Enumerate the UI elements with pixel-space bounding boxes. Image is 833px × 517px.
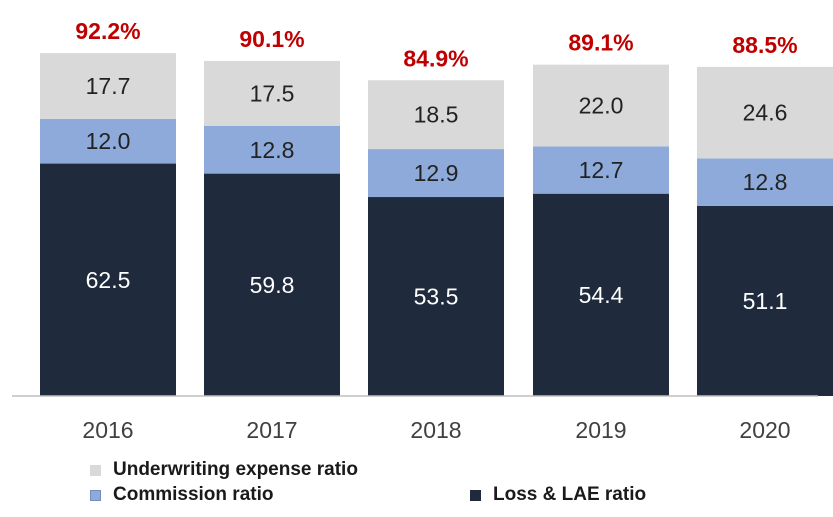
bar-segment-loss-lae-ratio-2016 — [40, 163, 176, 396]
data-label: 62.5 — [86, 267, 131, 293]
bar-segment-loss-lae-ratio-2018 — [368, 197, 504, 396]
total-label: 84.9% — [403, 45, 468, 71]
legend-swatch-commission — [90, 489, 101, 501]
x-tick-label: 2016 — [82, 417, 133, 443]
legend-item-loss-lae-ratio: Loss & LAE ratio — [470, 484, 646, 506]
data-label: 22.0 — [579, 93, 624, 119]
total-label: 92.2% — [75, 18, 140, 44]
data-label: 12.9 — [414, 160, 459, 186]
data-label: 51.1 — [743, 288, 788, 314]
legend-item-underwriting-expense-ratio: Underwriting expense ratio — [90, 459, 358, 481]
bar-segment-loss-lae-ratio-2020 — [697, 205, 833, 396]
legend-label: Underwriting expense ratio — [113, 459, 358, 480]
legend-swatch-loss-lae — [470, 489, 481, 501]
bar-segment-commission-ratio-2018 — [368, 149, 504, 198]
data-label: 12.7 — [579, 157, 624, 183]
bar-segment-underwriting-expense-ratio-2019 — [533, 64, 669, 147]
x-tick-label: 2018 — [410, 417, 461, 443]
data-label: 17.5 — [250, 80, 295, 106]
x-tick-label: 2019 — [575, 417, 626, 443]
legend-label: Commission ratio — [113, 484, 274, 505]
bar-segment-underwriting-expense-ratio-2016 — [40, 53, 176, 119]
data-label: 17.7 — [86, 73, 131, 99]
data-label: 12.0 — [86, 128, 131, 154]
data-label: 59.8 — [250, 272, 295, 298]
total-labels: 92.2% 90.1% 84.9% 89.1% 88.5% — [75, 18, 797, 71]
bar-segment-underwriting-expense-ratio-2018 — [368, 80, 504, 150]
data-label: 12.8 — [743, 169, 788, 195]
data-label: 53.5 — [414, 284, 459, 310]
total-label: 88.5% — [732, 32, 797, 58]
total-label: 89.1% — [568, 30, 633, 56]
bar-segment-loss-lae-ratio-2017 — [204, 173, 340, 396]
bar-segment-commission-ratio-2020 — [697, 158, 833, 206]
data-label: 18.5 — [414, 102, 459, 128]
x-tick-label: 2017 — [246, 417, 297, 443]
bar-segment-commission-ratio-2016 — [40, 118, 176, 164]
bar-segment-underwriting-expense-ratio-2017 — [204, 60, 340, 126]
bar-segment-commission-ratio-2019 — [533, 146, 669, 194]
bar-segment-commission-ratio-2017 — [204, 126, 340, 174]
legend-label: Loss & LAE ratio — [493, 484, 647, 505]
x-tick-label: 2020 — [739, 417, 790, 443]
bar-segment-loss-lae-ratio-2019 — [533, 193, 669, 396]
total-label: 90.1% — [239, 26, 304, 52]
data-label: 12.8 — [250, 137, 295, 163]
legend-swatch-underwriting — [90, 464, 101, 476]
data-label: 24.6 — [743, 100, 788, 126]
x-tick-labels: 2016 2017 2018 2019 2020 — [82, 417, 790, 443]
bar-segment-underwriting-expense-ratio-2020 — [697, 66, 833, 159]
bar-group: 62.5 12.0 17.7 59.8 12.8 17.5 53.5 12.9 18.5 54.4… — [40, 53, 833, 396]
legend-item-commission-ratio: Commission ratio — [90, 484, 273, 506]
data-label: 54.4 — [579, 282, 624, 308]
